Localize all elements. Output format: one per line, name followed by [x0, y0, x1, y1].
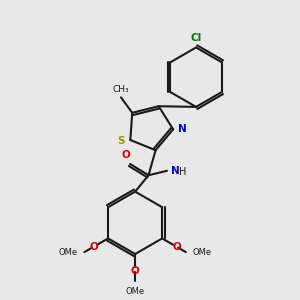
Text: N: N	[178, 124, 187, 134]
Text: Cl: Cl	[190, 33, 202, 43]
Text: H: H	[179, 167, 187, 177]
Text: CH₃: CH₃	[112, 85, 129, 94]
Text: OMe: OMe	[59, 248, 78, 256]
Text: O: O	[172, 242, 181, 252]
Text: O: O	[121, 150, 130, 161]
Text: N: N	[170, 166, 179, 176]
Text: OMe: OMe	[126, 287, 145, 296]
Text: OMe: OMe	[192, 248, 212, 256]
Text: O: O	[131, 266, 140, 276]
Text: S: S	[117, 136, 124, 146]
Text: O: O	[89, 242, 98, 252]
